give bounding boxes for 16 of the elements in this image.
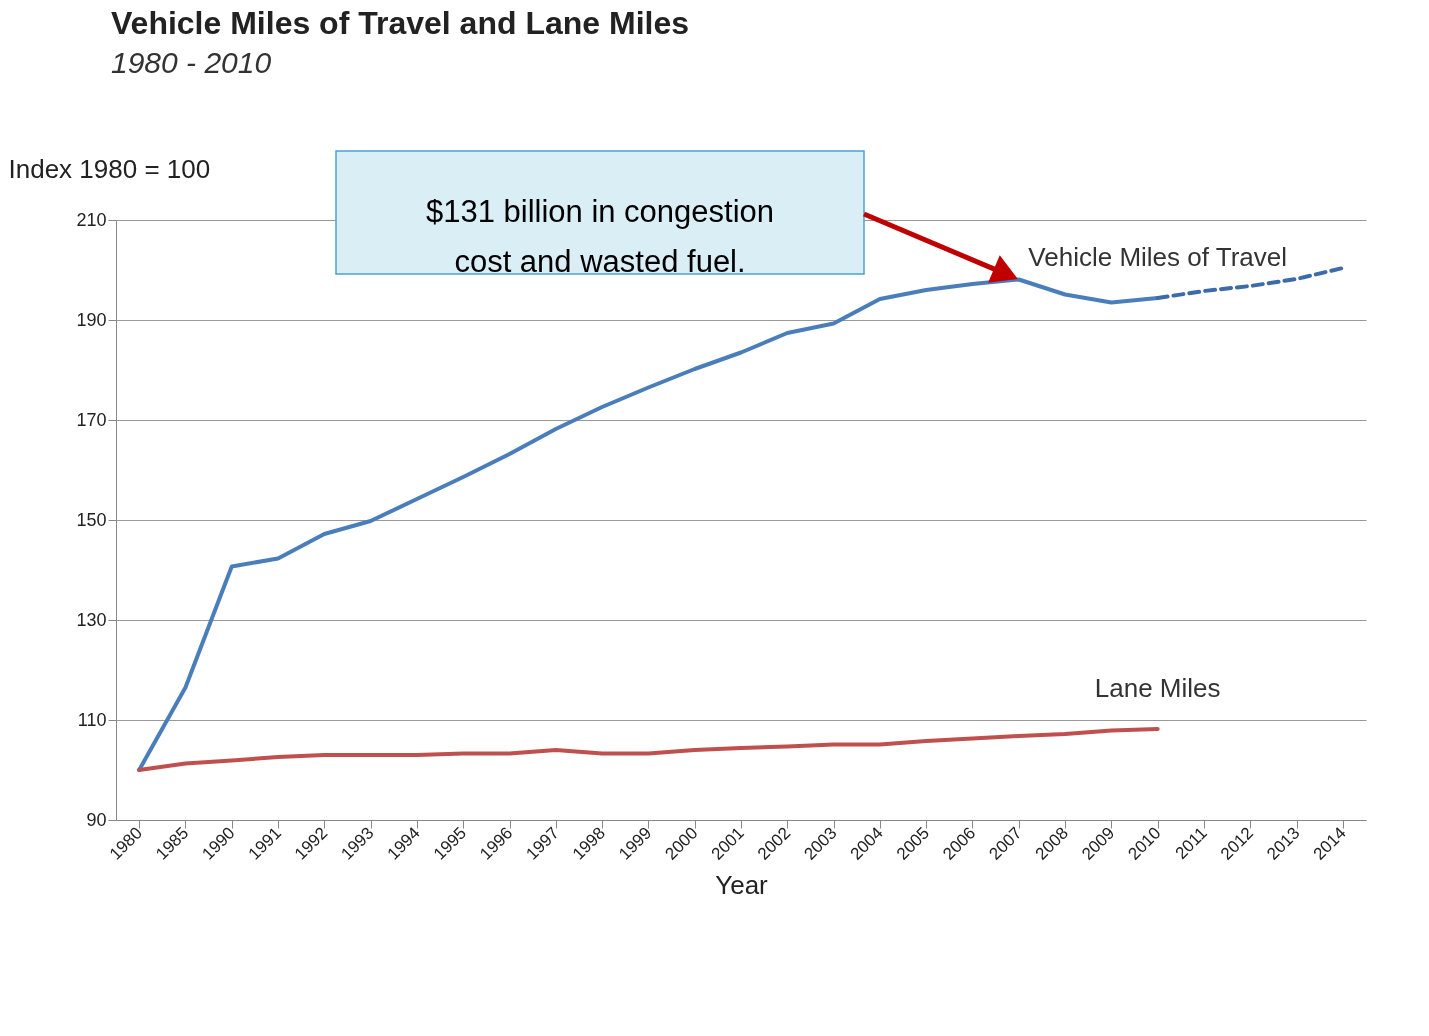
y-tick-label: 110: [77, 709, 107, 730]
y-axis-title: Index 1980 = 100: [8, 153, 211, 184]
annotation: $131 billion in congestion cost and wasted fuel.: [425, 193, 775, 279]
y-tick-label: 150: [76, 509, 107, 530]
series-label: Vehicle Miles of Travel: [1028, 242, 1287, 272]
chart-title: Vehicle Miles of Travel and Lane Miles: [111, 5, 689, 42]
line-series: [1155, 266, 1345, 300]
series-label: Lane Miles: [1094, 673, 1221, 703]
y-tick-label: 170: [76, 409, 107, 430]
chart-subtitle: 1980 - 2010: [111, 46, 272, 80]
y-tick-label: 210: [76, 209, 107, 230]
y-tick-label: 190: [76, 309, 107, 330]
x-axis-title: Year: [715, 869, 769, 900]
y-tick-label: 130: [76, 609, 107, 630]
y-tick-label: 90: [86, 809, 107, 830]
line-series: [137, 727, 1160, 772]
